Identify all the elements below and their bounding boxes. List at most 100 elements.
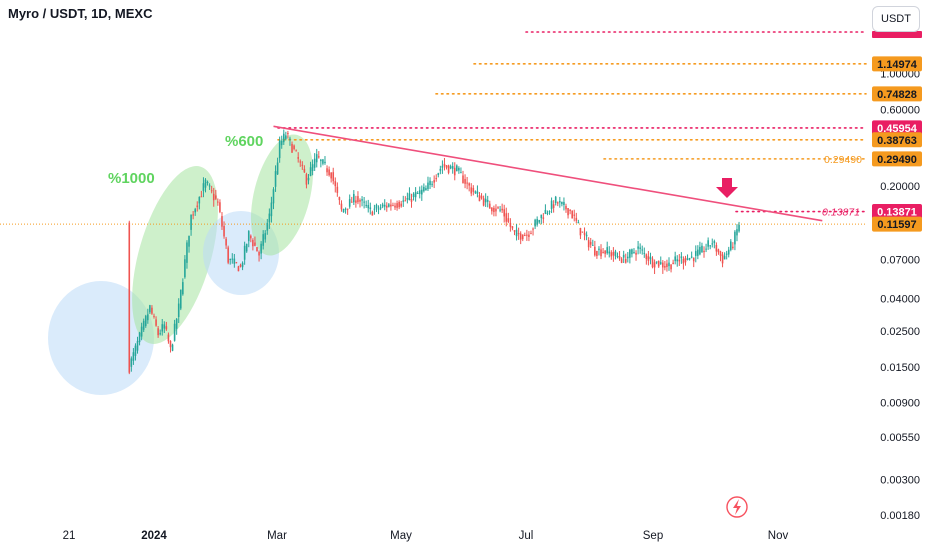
- gain-annotation: %1000: [108, 170, 155, 187]
- currency-button[interactable]: USDT: [872, 6, 920, 32]
- candle-body: [649, 256, 652, 260]
- y-axis[interactable]: 1.00000 0.60000 0.20000 0.07000 0.04000 0.025…: [880, 69, 920, 522]
- candle-body: [431, 183, 433, 185]
- candle-body: [674, 256, 676, 262]
- candle-body: [179, 289, 182, 309]
- candle-body: [672, 262, 674, 265]
- candle-body: [608, 251, 611, 254]
- candle-body: [256, 247, 258, 252]
- candle-body: [456, 165, 458, 172]
- candle-body: [453, 167, 456, 176]
- candle-body: [208, 185, 211, 187]
- candle-body: [425, 188, 427, 191]
- candle-body: [645, 254, 648, 260]
- candle-body: [412, 193, 415, 198]
- candle-body: [260, 243, 262, 254]
- candle-body: [177, 303, 180, 318]
- candle-body: [443, 163, 446, 167]
- candle-body: [297, 157, 299, 159]
- candle-body: [276, 162, 279, 175]
- candle-body: [151, 307, 153, 314]
- candle-body: [633, 252, 635, 254]
- candle-body: [223, 225, 225, 237]
- candle-body: [651, 258, 654, 268]
- candle-body: [703, 250, 705, 253]
- candle-body: [641, 249, 644, 251]
- candle-body: [559, 201, 561, 203]
- candle-body: [602, 251, 604, 253]
- candle-body: [338, 197, 341, 201]
- candle-body: [400, 203, 402, 207]
- candle-body: [653, 262, 656, 268]
- candle-body: [536, 219, 538, 225]
- candle-body: [732, 246, 734, 248]
- candle-body: [264, 233, 267, 240]
- candle-body: [421, 189, 423, 195]
- candle-body: [202, 183, 205, 191]
- candle-body: [287, 133, 289, 135]
- candle-body: [497, 207, 499, 209]
- candle-body: [451, 166, 454, 169]
- candle-body: [561, 201, 563, 205]
- candle-body: [738, 224, 740, 232]
- candle-body: [252, 239, 254, 247]
- x-axis[interactable]: 21 2024 Mar May Jul Sep Nov: [63, 496, 789, 542]
- candle-body: [480, 195, 483, 199]
- candle-body: [429, 180, 431, 186]
- price-tag-text: 0.38763: [877, 135, 917, 147]
- candle-body: [147, 314, 149, 321]
- candle-body: [629, 249, 631, 258]
- candle-body: [571, 210, 573, 219]
- candle-body: [361, 199, 363, 201]
- candle-body: [330, 172, 332, 179]
- candle-body: [272, 189, 275, 204]
- candle-body: [188, 235, 190, 247]
- levels-layer: 0.29490 0.13871: [0, 31, 867, 225]
- candle-body: [618, 256, 621, 259]
- candle-body: [441, 165, 444, 168]
- candle-body: [464, 178, 466, 184]
- candle-body: [507, 218, 510, 222]
- candle-body: [326, 168, 328, 173]
- candle-body: [530, 233, 532, 235]
- candle-body: [486, 200, 489, 202]
- candle-body: [130, 358, 133, 367]
- candle-body: [204, 179, 207, 188]
- candle-body: [565, 205, 567, 210]
- candle-body: [546, 212, 549, 214]
- candle-body: [136, 340, 139, 351]
- candle-body: [458, 167, 460, 171]
- price-tag: [872, 31, 922, 38]
- x-tick-label: Mar: [267, 530, 287, 542]
- candle-body: [365, 204, 367, 206]
- candle-body: [363, 201, 365, 203]
- candle-body: [552, 204, 555, 208]
- candle-body: [144, 315, 147, 326]
- candle-body: [447, 165, 450, 173]
- candle-body: [132, 352, 135, 361]
- level-line-text: 0.29490: [824, 154, 862, 166]
- candle-body: [491, 207, 493, 212]
- candles-layer: [128, 129, 740, 375]
- candle-body: [289, 138, 291, 140]
- price-tag: [872, 120, 922, 136]
- candle-body: [478, 195, 481, 202]
- candle-body: [573, 214, 576, 216]
- candle-body: [301, 164, 304, 166]
- candle-body: [369, 207, 372, 210]
- candle-body: [484, 198, 487, 203]
- candle-body: [684, 257, 687, 263]
- candle-body: [291, 143, 293, 153]
- y-tick-label: 0.00550: [880, 432, 920, 444]
- candle-body: [243, 245, 246, 260]
- candle-body: [346, 208, 349, 210]
- candle-body: [184, 259, 186, 278]
- candle-body: [332, 172, 335, 182]
- candle-body: [528, 234, 530, 237]
- candle-body: [342, 209, 345, 213]
- candle-body: [219, 202, 221, 212]
- candle-body: [540, 214, 543, 219]
- candle-body: [231, 258, 234, 260]
- candle-body: [556, 202, 559, 204]
